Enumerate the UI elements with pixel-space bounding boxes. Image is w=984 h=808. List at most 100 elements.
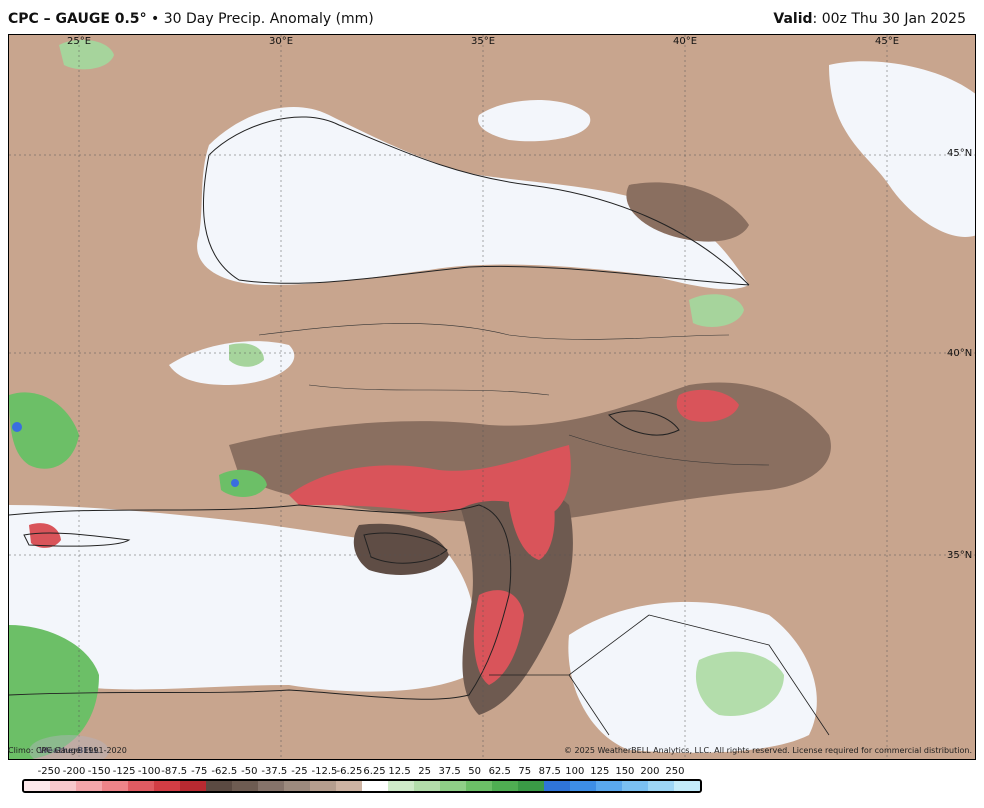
colorbar-label: -25: [291, 766, 308, 777]
valid-label: Valid: [773, 11, 813, 27]
lat-label-40n: 40°N: [947, 348, 972, 359]
lon-label-35e: 35°E: [471, 36, 495, 47]
valid-value: : 00z Thu 30 Jan 2025: [812, 11, 966, 27]
province-borders: [258, 323, 770, 466]
title-model: CPC – GAUGE 0.5: [8, 11, 140, 27]
colorbar-label: -75: [191, 766, 208, 777]
colorbar-label: 200: [640, 766, 660, 777]
colorbar-swatch: [622, 781, 648, 791]
climo-note: Climo: CPC Gauge 1991-2020: [8, 746, 127, 755]
colorbar-swatch: [180, 781, 206, 791]
colorbar-label: -6.25: [336, 766, 363, 777]
lat-label-45n: 45°N: [947, 148, 972, 159]
lon-label-40e: 40°E: [673, 36, 697, 47]
colorbar-label: 37.5: [438, 766, 461, 777]
southern-turkey-deficit: [289, 445, 571, 515]
colorbar-label: -87.5: [161, 766, 188, 777]
title-description: • 30 Day Precip. Anomaly (mm): [146, 11, 374, 27]
caspian-north-normal: [829, 61, 975, 237]
colorbar-label: -62.5: [211, 766, 238, 777]
colorbar-swatch: [128, 781, 154, 791]
colorbar-label: 125: [590, 766, 610, 777]
colorbar-swatch: [102, 781, 128, 791]
colorbar-swatch: [76, 781, 102, 791]
anomaly-map: 25°E 30°E 35°E 40°E 45°E 45°N 40°N 35°N …: [8, 34, 976, 760]
colorbar-label: 250: [665, 766, 685, 777]
colorbar-swatch: [336, 781, 362, 791]
greece-very-wet: [12, 422, 22, 432]
colorbar-label: 12.5: [388, 766, 411, 777]
cyprus-outline: [363, 532, 448, 564]
colorbar-label: 6.25: [363, 766, 386, 777]
colorbar-swatch: [492, 781, 518, 791]
valid-time: Valid: 00z Thu 30 Jan 2025: [773, 11, 966, 27]
libya-wet: [9, 625, 99, 759]
colorbar-label: 25: [418, 766, 431, 777]
colorbar-label: 150: [615, 766, 635, 777]
colorbar-swatch: [206, 781, 232, 791]
georgia-wet: [689, 294, 744, 327]
azov-normal: [478, 100, 591, 142]
cyprus-dry: [353, 523, 449, 575]
lon-label-30e: 30°E: [269, 36, 293, 47]
colorbar-label: -200: [62, 766, 86, 777]
colorbar-label: 75: [518, 766, 532, 777]
lon-label-45e: 45°E: [875, 36, 899, 47]
hatay-deficit: [509, 465, 555, 560]
colorbar-swatch: [570, 781, 596, 791]
colorbar-label: -250: [37, 766, 61, 777]
lat-label-35n: 35°N: [947, 550, 972, 561]
colorbar-swatch: [544, 781, 570, 791]
colorbar-swatch: [440, 781, 466, 791]
colorbar-label: 87.5: [538, 766, 561, 777]
black-sea-coastline: [202, 116, 750, 286]
colorbar-label: -12.5: [311, 766, 338, 777]
colorbar-swatch: [310, 781, 336, 791]
east-turkey-deficit: [676, 389, 739, 422]
colorbar-swatch: [232, 781, 258, 791]
colorbar-label: 62.5: [488, 766, 511, 777]
colorbar-swatch: [596, 781, 622, 791]
lon-label-25e: 25°E: [67, 36, 91, 47]
copyright-note: © 2025 WeatherBELL Analytics, LLC. All r…: [564, 746, 972, 755]
colorbar-label: 50: [468, 766, 482, 777]
greece-wet: [9, 392, 79, 469]
colorbar-swatch: [414, 781, 440, 791]
colorbar-swatch: [154, 781, 180, 791]
balkan-wet: [59, 39, 114, 70]
colorbar-swatch: [648, 781, 674, 791]
map-title: CPC – GAUGE 0.5° • 30 Day Precip. Anomal…: [8, 11, 374, 27]
colorbar-label: -150: [87, 766, 111, 777]
colorbar-swatch: [388, 781, 414, 791]
colorbar-swatch: [466, 781, 492, 791]
lebanon-deficit: [473, 590, 524, 685]
crete-deficit: [29, 523, 61, 548]
caucasus-dry: [626, 182, 749, 242]
colorbar-swatch: [674, 781, 700, 791]
lake-van-outline: [608, 410, 680, 436]
syria-desert-wet: [695, 651, 784, 716]
graticule: [9, 35, 975, 759]
colorbar-label: 100: [565, 766, 585, 777]
colorbar-swatch: [518, 781, 544, 791]
colorbar-swatch: [258, 781, 284, 791]
weatherbell-logo: WeatherBELL: [29, 735, 109, 759]
colorbar-swatch: [362, 781, 388, 791]
colorbar-label: -100: [137, 766, 161, 777]
crete-outline: [23, 532, 131, 547]
mediterranean-coastline: [9, 504, 512, 700]
map-graphic: 25°E 30°E 35°E 40°E 45°E 45°N 40°N 35°N: [9, 35, 975, 759]
aegean-wet: [219, 469, 267, 497]
colorbar: [22, 779, 702, 793]
black-sea-normal: [197, 106, 749, 290]
colorbar-swatch: [50, 781, 76, 791]
thrace-wet: [229, 343, 264, 367]
marmara-normal: [169, 341, 295, 385]
country-borders: [489, 614, 830, 736]
colorbar-label: -125: [112, 766, 136, 777]
header: CPC – GAUGE 0.5° • 30 Day Precip. Anomal…: [0, 0, 984, 34]
title-degree: °: [139, 11, 147, 27]
aegean-very-wet: [231, 479, 239, 487]
arabia-normal: [568, 601, 817, 753]
colorbar-labels: -250 -200 -150 -125 -100 -87.5 -75 -62.5 -50 -37.…: [22, 766, 702, 778]
